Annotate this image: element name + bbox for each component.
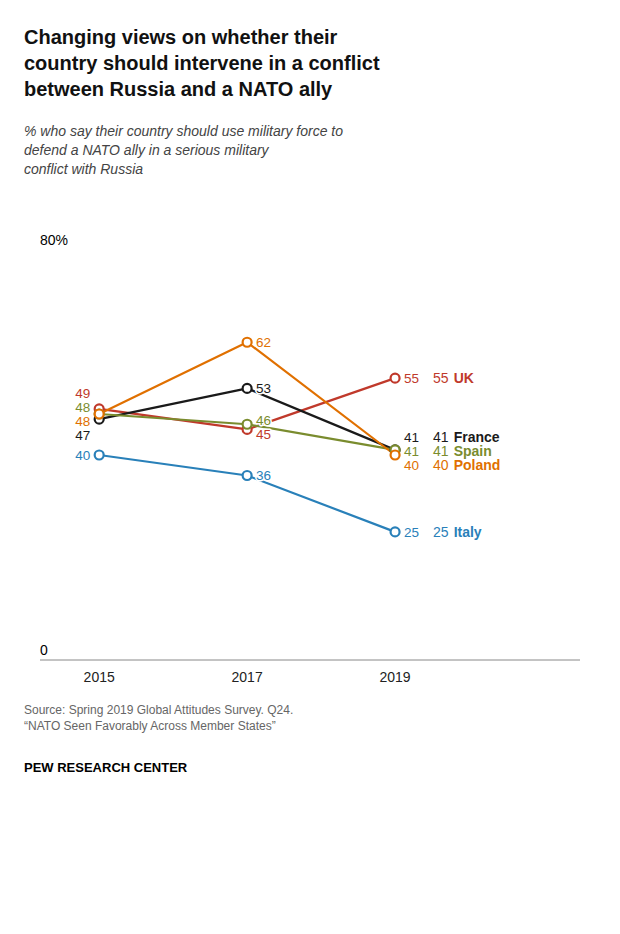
series-label-value: 40	[433, 457, 449, 473]
point-marker	[243, 471, 252, 480]
data-label: 41	[404, 444, 419, 459]
data-label: 53	[256, 381, 271, 396]
data-label: 46	[256, 413, 271, 428]
chart: Changing views on whether their country s…	[0, 0, 620, 934]
x-axis-line	[40, 660, 580, 661]
data-label: 48	[75, 400, 90, 415]
subtitle-line: % who say their country should use milit…	[24, 123, 343, 139]
series-label-name: Italy	[454, 524, 482, 540]
series-label: 25 Italy	[433, 524, 482, 540]
point-marker	[95, 451, 104, 460]
data-label: 25	[404, 525, 419, 540]
data-label: 45	[256, 427, 271, 442]
data-label: 48	[75, 414, 90, 429]
x-tick-label: 2017	[232, 669, 263, 685]
point-marker	[95, 410, 104, 419]
footer: PEW RESEARCH CENTER	[24, 760, 188, 775]
data-label: 55	[404, 371, 419, 386]
series-line	[99, 414, 395, 450]
series-label-name: Poland	[454, 457, 501, 473]
y-tick-label: 0	[40, 642, 48, 658]
plot-marks	[95, 338, 400, 537]
y-tick-label: 80%	[40, 232, 68, 248]
source-line: Source: Spring 2019 Global Attitudes Sur…	[24, 703, 293, 717]
point-marker	[243, 384, 252, 393]
series-label-name: UK	[454, 370, 474, 386]
data-label: 40	[75, 448, 90, 463]
data-label: 40	[404, 458, 419, 473]
series-label: 40 Poland	[433, 457, 500, 473]
subtitle: % who say their country should use milit…	[24, 123, 343, 177]
title: Changing views on whether their country s…	[24, 26, 380, 100]
data-label: 41	[404, 430, 419, 445]
point-marker	[391, 374, 400, 383]
point-marker	[243, 420, 252, 429]
subtitle-line: conflict with Russia	[24, 161, 143, 177]
data-label: 62	[256, 335, 271, 350]
point-marker	[95, 410, 104, 419]
x-tick-label: 2019	[379, 669, 410, 685]
data-label: 36	[256, 468, 271, 483]
title-line: country should intervene in a conflict	[24, 52, 380, 74]
point-marker	[391, 527, 400, 536]
series-line	[99, 342, 395, 455]
series-label-value: 25	[433, 524, 449, 540]
point-marker	[391, 451, 400, 460]
series-label-value: 55	[433, 370, 449, 386]
title-line: between Russia and a NATO ally	[24, 78, 333, 100]
series-label: 55 UK	[433, 370, 474, 386]
title-line: Changing views on whether their	[24, 26, 338, 48]
data-label: 49	[75, 386, 90, 401]
source-line: “NATO Seen Favorably Across Member State…	[24, 719, 276, 733]
source: Source: Spring 2019 Global Attitudes Sur…	[24, 703, 293, 733]
series-line	[99, 455, 395, 532]
data-label: 47	[75, 428, 90, 443]
subtitle-line: defend a NATO ally in a serious military	[24, 142, 270, 158]
point-marker	[243, 338, 252, 347]
x-tick-label: 2015	[84, 669, 115, 685]
series-line	[99, 388, 395, 450]
